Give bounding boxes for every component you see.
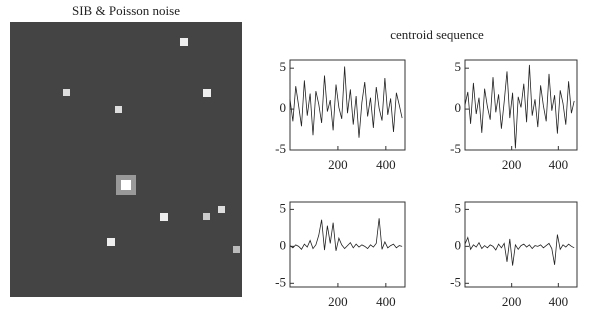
axes-box <box>290 202 405 287</box>
y-tick-label: -5 <box>450 274 461 289</box>
x-tick-label: 200 <box>502 157 522 172</box>
star <box>180 38 188 46</box>
axes-box <box>290 60 405 150</box>
y-tick-label: 0 <box>280 237 287 252</box>
y-tick-label: 5 <box>280 59 287 74</box>
x-tick-label: 200 <box>328 294 348 309</box>
figure: SIB & Poisson noise centroid sequence 5 0… <box>0 0 592 320</box>
y-tick-label: 0 <box>455 237 462 252</box>
y-tick-label: 5 <box>455 59 462 74</box>
y-tick-label: -5 <box>275 141 286 156</box>
y-tick-label: -5 <box>275 274 286 289</box>
y-tick-label: -5 <box>450 141 461 156</box>
image-background <box>10 22 242 297</box>
star-core <box>121 180 131 190</box>
y-tick-label: 0 <box>280 100 287 115</box>
x-tick-label: 400 <box>376 157 396 172</box>
star <box>203 213 210 220</box>
noise-image <box>10 22 242 297</box>
star <box>115 106 122 113</box>
trace <box>290 67 402 138</box>
y-tick-label: 0 <box>455 100 462 115</box>
x-tick-label: 200 <box>502 294 522 309</box>
x-tick-label: 400 <box>549 157 569 172</box>
star <box>218 206 225 213</box>
axes-box <box>465 202 577 287</box>
image-title: SIB & Poisson noise <box>72 3 180 18</box>
star <box>160 213 168 221</box>
trace <box>290 218 402 251</box>
y-tick-label: 5 <box>280 200 287 215</box>
trace <box>465 65 574 148</box>
star <box>63 89 70 96</box>
y-tick-label: 5 <box>455 200 462 215</box>
x-tick-label: 400 <box>376 294 396 309</box>
star <box>233 246 240 253</box>
star <box>107 238 115 246</box>
x-tick-label: 400 <box>549 294 569 309</box>
plots-title: centroid sequence <box>390 27 484 42</box>
trace <box>465 235 574 266</box>
x-tick-label: 200 <box>328 157 348 172</box>
star <box>203 89 211 97</box>
